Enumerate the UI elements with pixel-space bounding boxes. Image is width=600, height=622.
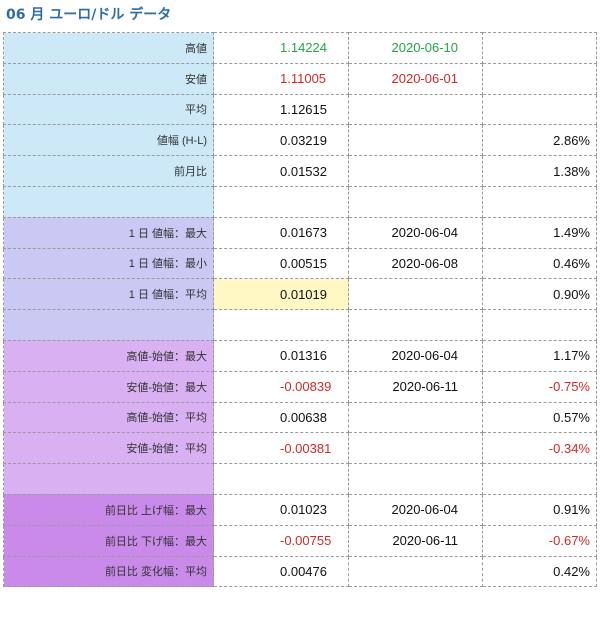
table-row: 高値-始値：最大 0.01316 2020-06-04 1.17%	[3, 339, 597, 372]
row-date: 2020-06-11	[348, 370, 483, 403]
row-percent	[482, 463, 597, 495]
row-date: 2020-06-08	[348, 247, 483, 280]
row-percent: -0.34%	[482, 432, 597, 465]
row-date	[348, 124, 483, 157]
row-label	[3, 185, 214, 218]
row-value: 0.00476	[213, 555, 349, 588]
row-percent	[482, 309, 597, 341]
row-label: 前日比 上げ幅：最大	[3, 493, 214, 526]
row-date: 2020-06-04	[348, 493, 483, 526]
row-label: 1 日 値幅：平均	[3, 278, 214, 311]
row-label: 安値-始値：最大	[3, 370, 214, 403]
table-row-spacer	[3, 185, 597, 218]
row-label: 高値-始値：平均	[3, 401, 214, 434]
row-date	[348, 93, 483, 126]
table-row-spacer	[3, 463, 597, 495]
row-label	[3, 309, 214, 341]
row-percent	[482, 32, 597, 64]
row-percent	[482, 185, 597, 218]
row-value: 0.01673	[213, 216, 349, 249]
table-row: 1 日 値幅：平均 0.01019 0.90%	[3, 278, 597, 311]
row-label: 1 日 値幅：最小	[3, 247, 214, 280]
row-label: 安値	[3, 62, 214, 95]
row-date: 2020-06-10	[348, 32, 483, 64]
row-value: 1.14224	[213, 32, 349, 64]
row-date: 2020-06-01	[348, 62, 483, 95]
row-percent: 0.46%	[482, 247, 597, 280]
row-date	[348, 555, 483, 588]
row-value	[213, 309, 349, 341]
row-percent: 0.90%	[482, 278, 597, 311]
row-label: 安値-始値：平均	[3, 432, 214, 465]
row-label: 高値-始値：最大	[3, 339, 214, 372]
row-date	[348, 309, 483, 341]
row-date	[348, 155, 483, 187]
row-label: 高値	[3, 32, 214, 64]
row-value: -0.00839	[213, 370, 349, 403]
row-label: 前日比 変化幅：平均	[3, 555, 214, 588]
table-row: 前日比 下げ幅：最大 -0.00755 2020-06-11 -0.67%	[3, 524, 597, 557]
table-row: 1 日 値幅：最大 0.01673 2020-06-04 1.49%	[3, 216, 597, 249]
table-row-spacer	[3, 309, 597, 341]
data-table: 高値 1.14224 2020-06-10 安値 1.11005 2020-06…	[3, 32, 597, 588]
row-value: 0.03219	[213, 124, 349, 157]
row-date	[348, 278, 483, 311]
row-date	[348, 401, 483, 434]
table-row: 安値-始値：平均 -0.00381 -0.34%	[3, 432, 597, 465]
row-label: 前日比 下げ幅：最大	[3, 524, 214, 557]
row-date	[348, 432, 483, 465]
table-row: 高値 1.14224 2020-06-10	[3, 32, 597, 64]
table-row: 安値-始値：最大 -0.00839 2020-06-11 -0.75%	[3, 370, 597, 403]
table-row: 前日比 上げ幅：最大 0.01023 2020-06-04 0.91%	[3, 493, 597, 526]
row-value: -0.00755	[213, 524, 349, 557]
row-label: 1 日 値幅：最大	[3, 216, 214, 249]
row-value: 0.00515	[213, 247, 349, 280]
row-percent: 2.86%	[482, 124, 597, 157]
row-percent: 0.42%	[482, 555, 597, 588]
table-row: 高値-始値：平均 0.00638 0.57%	[3, 401, 597, 434]
row-percent: 1.17%	[482, 339, 597, 372]
row-date: 2020-06-11	[348, 524, 483, 557]
row-percent	[482, 62, 597, 95]
row-percent: 0.91%	[482, 493, 597, 526]
row-value: 0.00638	[213, 401, 349, 434]
row-value-highlighted: 0.01019	[213, 278, 349, 311]
row-percent: 1.49%	[482, 216, 597, 249]
page-title: 06 月 ユーロ/ドル データ	[6, 7, 172, 23]
row-percent: 1.38%	[482, 155, 597, 187]
row-percent	[482, 93, 597, 126]
row-value: 0.01532	[213, 155, 349, 187]
row-value	[213, 185, 349, 218]
table-row: 安値 1.11005 2020-06-01	[3, 62, 597, 95]
row-percent: 0.57%	[482, 401, 597, 434]
row-date: 2020-06-04	[348, 216, 483, 249]
row-value	[213, 463, 349, 495]
table-row: 1 日 値幅：最小 0.00515 2020-06-08 0.46%	[3, 247, 597, 280]
row-date	[348, 185, 483, 218]
row-date	[348, 463, 483, 495]
row-percent: -0.75%	[482, 370, 597, 403]
row-label: 平均	[3, 93, 214, 126]
row-value: 1.11005	[213, 62, 349, 95]
table-row: 前月比 0.01532 1.38%	[3, 155, 597, 187]
row-percent: -0.67%	[482, 524, 597, 557]
row-value: -0.00381	[213, 432, 349, 465]
row-value: 0.01316	[213, 339, 349, 372]
row-label: 値幅 (H-L)	[3, 124, 214, 157]
table-row: 平均 1.12615	[3, 93, 597, 126]
row-value: 1.12615	[213, 93, 349, 126]
table-row: 値幅 (H-L) 0.03219 2.86%	[3, 124, 597, 157]
row-label	[3, 463, 214, 495]
row-value: 0.01023	[213, 493, 349, 526]
table-row: 前日比 変化幅：平均 0.00476 0.42%	[3, 555, 597, 588]
row-label: 前月比	[3, 155, 214, 187]
row-date: 2020-06-04	[348, 339, 483, 372]
